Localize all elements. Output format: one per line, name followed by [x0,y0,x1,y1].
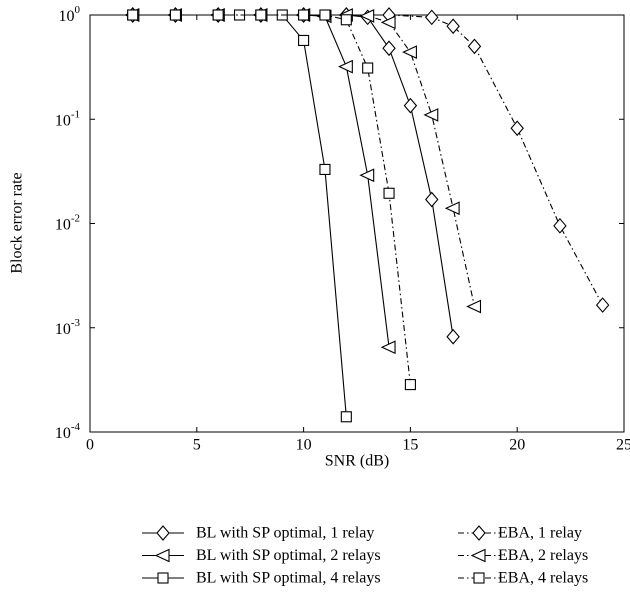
data-point [380,15,396,30]
data-point [425,191,439,208]
y-tick-label: 10-4 [55,421,81,442]
data-point [127,9,139,21]
legend-marker [157,572,169,584]
data-point [298,9,310,21]
data-point [404,379,416,391]
data-point [212,9,224,21]
x-tick-label: 20 [509,437,525,454]
y-axis-label: Block error rate [9,172,26,273]
data-point [340,411,352,423]
y-tick-label: 10-1 [55,108,80,129]
legend-marker [472,525,486,541]
data-point [169,9,181,21]
data-point [446,328,460,345]
data-point [403,97,418,114]
data-point [510,120,524,137]
data-point [298,34,310,47]
legend-marker [473,572,485,584]
x-tick-label: 5 [193,437,201,454]
data-point [467,38,482,55]
data-point [255,9,267,21]
data-point [359,168,375,183]
data-point [466,299,482,314]
data-point [359,9,375,23]
data-point [319,163,331,175]
x-tick-label: 0 [86,437,94,454]
y-tick-label: 100 [59,4,81,25]
data-point [595,297,610,313]
legend-marker [154,548,170,563]
x-axis-label: SNR (dB) [325,453,389,470]
data-point [319,9,331,21]
data-point [553,217,567,234]
legend-label: BL with SP optimal, 2 relays [196,547,381,564]
legend-marker [470,548,486,563]
data-point [444,201,460,216]
data-point [338,59,353,74]
series-line [132,14,604,306]
series-line [132,14,454,337]
data-point [383,187,395,199]
data-point [425,9,439,26]
legend-label: BL with SP optimal, 1 relay [196,525,374,542]
data-point [382,40,396,57]
series-line [132,14,411,385]
plot-frame [89,14,625,433]
data-point [446,18,460,35]
data-point [362,62,374,74]
legend-label: BL with SP optimal, 4 relays [196,570,381,587]
data-point [380,340,396,355]
data-point [340,14,352,26]
y-tick-label: 10-3 [55,316,81,337]
legend-marker [156,525,170,541]
legend-label: EBA, 4 relays [498,570,588,587]
series-line [132,14,347,417]
data-point [423,108,439,122]
legend-label: EBA, 2 relays [498,547,588,564]
legend-label: EBA, 1 relay [498,525,582,542]
x-tick-label: 25 [616,437,630,454]
x-tick-label: 10 [296,437,312,454]
data-point [402,45,417,60]
y-tick-label: 10-2 [55,212,80,233]
x-tick-label: 15 [402,437,418,454]
